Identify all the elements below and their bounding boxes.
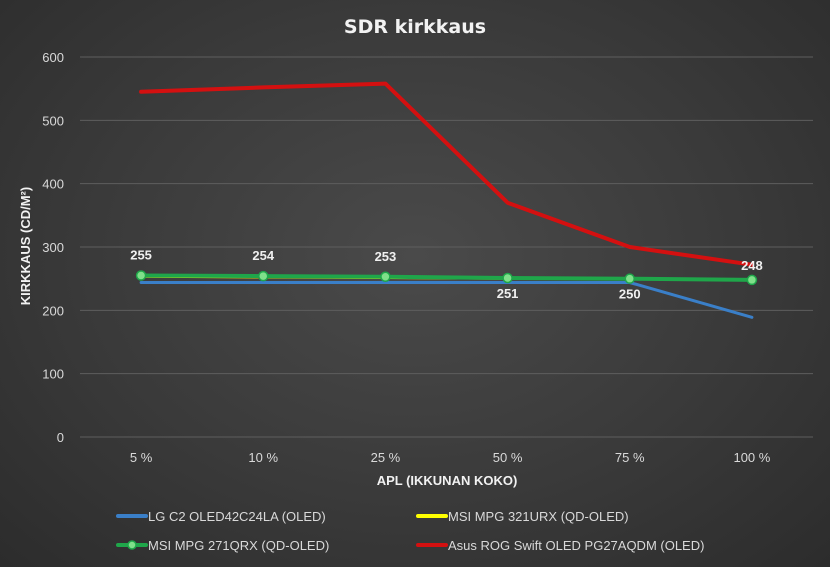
x-tick-label: 50 % (493, 450, 523, 465)
series-line (139, 273, 754, 282)
y-tick-label: 600 (42, 50, 64, 65)
series-marker (502, 272, 513, 284)
data-label: 250 (619, 287, 641, 302)
data-labels: 255 254 253 251 250 248 (130, 248, 763, 302)
series-marker (135, 270, 147, 281)
data-label: 255 (130, 248, 152, 263)
x-axis-ticks: 5 % 10 % 25 % 50 % 75 % 100 % (130, 450, 771, 465)
legend-label: MSI MPG 271QRX (QD-OLED) (148, 538, 329, 553)
y-tick-label: 200 (42, 303, 64, 318)
data-label: 248 (741, 258, 763, 273)
legend-marker (127, 540, 137, 550)
series-marker (624, 273, 635, 284)
y-tick-label: 100 (42, 367, 64, 382)
legend-label: MSI MPG 321URX (QD-OLED) (448, 509, 629, 524)
x-tick-label: 75 % (615, 450, 645, 465)
data-label: 251 (497, 286, 519, 301)
series-marker (380, 271, 391, 283)
legend: LG C2 OLED42C24LA (OLED) MSI MPG 321URX (… (116, 509, 704, 553)
x-axis-title: APL (IKKUNAN KOKO) (377, 473, 518, 488)
series-marker (258, 270, 269, 282)
data-label: 253 (375, 249, 397, 264)
series-line (139, 81, 754, 267)
data-label: 254 (252, 248, 274, 263)
y-axis-ticks: 0 100 200 300 400 500 600 (42, 50, 64, 445)
y-axis-title: KIRKKAUS (CD/M²) (18, 187, 33, 305)
y-tick-label: 400 (42, 177, 64, 192)
x-tick-label: 25 % (371, 450, 401, 465)
grid (80, 56, 813, 438)
y-tick-label: 300 (42, 240, 64, 255)
series-group (135, 81, 758, 319)
chart-title: SDR kirkkaus (344, 16, 486, 38)
legend-label: Asus ROG Swift OLED PG27AQDM (OLED) (448, 538, 704, 553)
series-line (139, 281, 754, 319)
x-tick-label: 5 % (130, 450, 153, 465)
x-tick-label: 10 % (248, 450, 278, 465)
legend-label: LG C2 OLED42C24LA (OLED) (148, 509, 326, 524)
series-marker (746, 274, 758, 286)
y-tick-label: 0 (57, 430, 64, 445)
x-tick-label: 100 % (733, 450, 770, 465)
y-tick-label: 500 (42, 113, 64, 128)
